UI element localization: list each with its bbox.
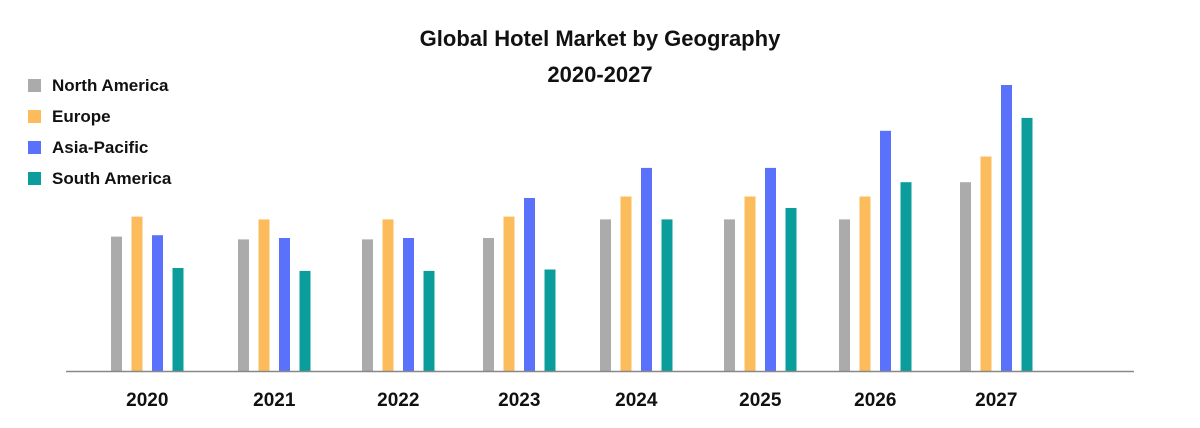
bar-europe-2025[interactable] [744, 196, 756, 372]
bar-north-america-2022[interactable] [362, 239, 373, 371]
x-tick-label: 2025 [739, 390, 782, 411]
bar-south-america-2020[interactable] [172, 268, 184, 371]
x-tick-label: 2024 [615, 390, 658, 411]
x-tick-label: 2022 [377, 390, 419, 411]
bar-asia-pacific-2022[interactable] [403, 238, 414, 371]
bar-north-america-2027[interactable] [960, 182, 971, 371]
legend-label: North America [52, 75, 169, 95]
bar-asia-pacific-2021[interactable] [279, 238, 290, 371]
legend-label: Asia-Pacific [52, 137, 149, 157]
bar-asia-pacific-2026[interactable] [880, 130, 891, 371]
bar-south-america-2024[interactable] [661, 219, 673, 371]
legend-item-asia-pacific[interactable]: Asia-Pacific [28, 132, 171, 163]
bar-south-america-2027[interactable] [1021, 117, 1033, 372]
bar-north-america-2026[interactable] [839, 219, 850, 371]
bar-asia-pacific-2027[interactable] [1001, 85, 1012, 371]
x-tick-label: 2021 [253, 390, 296, 411]
bar-europe-2027[interactable] [980, 156, 992, 372]
chart-title: Global Hotel Market by Geography [419, 26, 781, 51]
x-tick-label: 2027 [975, 390, 1017, 411]
bar-europe-2022[interactable] [382, 219, 394, 371]
x-tick-label: 2020 [126, 390, 168, 411]
bar-europe-2024[interactable] [620, 196, 632, 372]
x-tick-label: 2023 [498, 390, 540, 411]
bar-north-america-2024[interactable] [600, 219, 611, 371]
bar-europe-2021[interactable] [258, 219, 270, 371]
legend-swatch [28, 141, 41, 154]
bar-north-america-2025[interactable] [724, 219, 735, 371]
bar-asia-pacific-2023[interactable] [524, 198, 535, 371]
bar-europe-2020[interactable] [131, 216, 143, 371]
chart-subtitle: 2020-2027 [547, 62, 653, 87]
bar-south-america-2022[interactable] [423, 270, 435, 371]
bar-south-america-2021[interactable] [299, 270, 311, 371]
bar-north-america-2020[interactable] [111, 236, 122, 371]
legend: North America Europe Asia-Pacific South … [28, 70, 171, 194]
bar-asia-pacific-2025[interactable] [765, 167, 776, 371]
legend-swatch [28, 110, 41, 123]
bar-europe-2023[interactable] [503, 216, 515, 371]
bar-south-america-2025[interactable] [785, 208, 797, 371]
bar-europe-2026[interactable] [859, 196, 871, 372]
legend-swatch [28, 172, 41, 185]
bar-south-america-2023[interactable] [544, 269, 556, 372]
legend-item-north-america[interactable]: North America [28, 70, 171, 101]
legend-swatch [28, 79, 41, 92]
bar-asia-pacific-2024[interactable] [641, 167, 652, 371]
x-tick-label: 2026 [854, 390, 896, 411]
legend-label: Europe [52, 106, 111, 126]
legend-label: South America [52, 168, 172, 188]
bar-south-america-2026[interactable] [900, 182, 912, 371]
bar-north-america-2021[interactable] [238, 239, 249, 371]
legend-item-south-america[interactable]: South America [28, 163, 171, 194]
bar-north-america-2023[interactable] [483, 238, 494, 371]
legend-item-europe[interactable]: Europe [28, 101, 171, 132]
bar-asia-pacific-2020[interactable] [152, 235, 163, 371]
